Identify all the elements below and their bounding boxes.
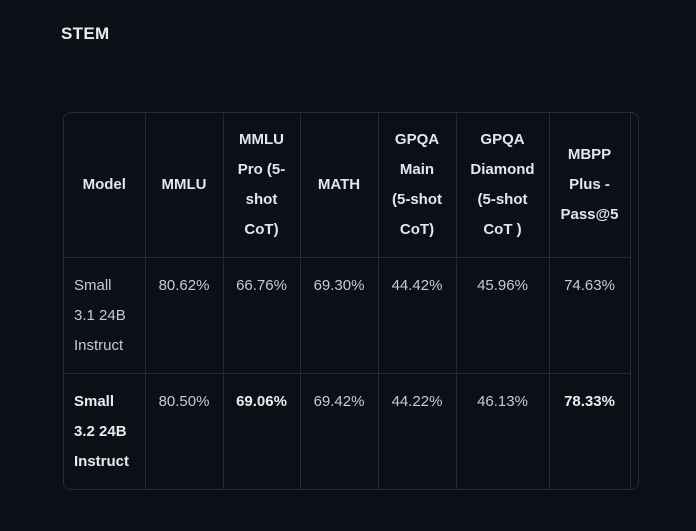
benchmark-table: Model MMLU MMLU Pro (5- shot CoT) MATH GPQA … bbox=[64, 113, 631, 489]
header-row: Model MMLU MMLU Pro (5- shot CoT) MATH GPQA … bbox=[64, 113, 631, 258]
value-cell: 78.33% bbox=[549, 373, 631, 489]
table-row: Small 3.2 24B Instruct 80.50% 69.06% 69.42%… bbox=[64, 373, 631, 489]
column-header: Model bbox=[64, 113, 146, 258]
model-cell: Small 3.1 24B Instruct bbox=[64, 257, 146, 374]
value-cell: 69.06% bbox=[223, 373, 301, 489]
column-header: MATH bbox=[300, 113, 379, 258]
value-cell: 44.42% bbox=[378, 257, 457, 374]
table-body: Small 3.1 24B Instruct 80.62% 66.76% 69.30%… bbox=[64, 257, 631, 489]
column-header: MMLU bbox=[145, 113, 224, 258]
value-cell: 69.30% bbox=[300, 257, 379, 374]
value-cell: 46.13% bbox=[456, 373, 550, 489]
value-cell: 74.63% bbox=[549, 257, 631, 374]
column-header: GPQA Diamond (5-shot CoT ) bbox=[456, 113, 550, 258]
value-cell: 80.62% bbox=[145, 257, 224, 374]
value-cell: 66.76% bbox=[223, 257, 301, 374]
column-header: MMLU Pro (5- shot CoT) bbox=[223, 113, 301, 258]
value-cell: 45.96% bbox=[456, 257, 550, 374]
model-cell: Small 3.2 24B Instruct bbox=[64, 373, 146, 489]
section-title-stem: STEM bbox=[61, 24, 110, 43]
column-header: MBPP Plus - Pass@5 bbox=[549, 113, 631, 258]
value-cell: 69.42% bbox=[300, 373, 379, 489]
table-row: Small 3.1 24B Instruct 80.62% 66.76% 69.30%… bbox=[64, 257, 631, 374]
value-cell: 80.50% bbox=[145, 373, 224, 489]
column-header: GPQA Main (5-shot CoT) bbox=[378, 113, 457, 258]
benchmark-table-container: Model MMLU MMLU Pro (5- shot CoT) MATH GPQA … bbox=[63, 112, 639, 490]
value-cell: 44.22% bbox=[378, 373, 457, 489]
